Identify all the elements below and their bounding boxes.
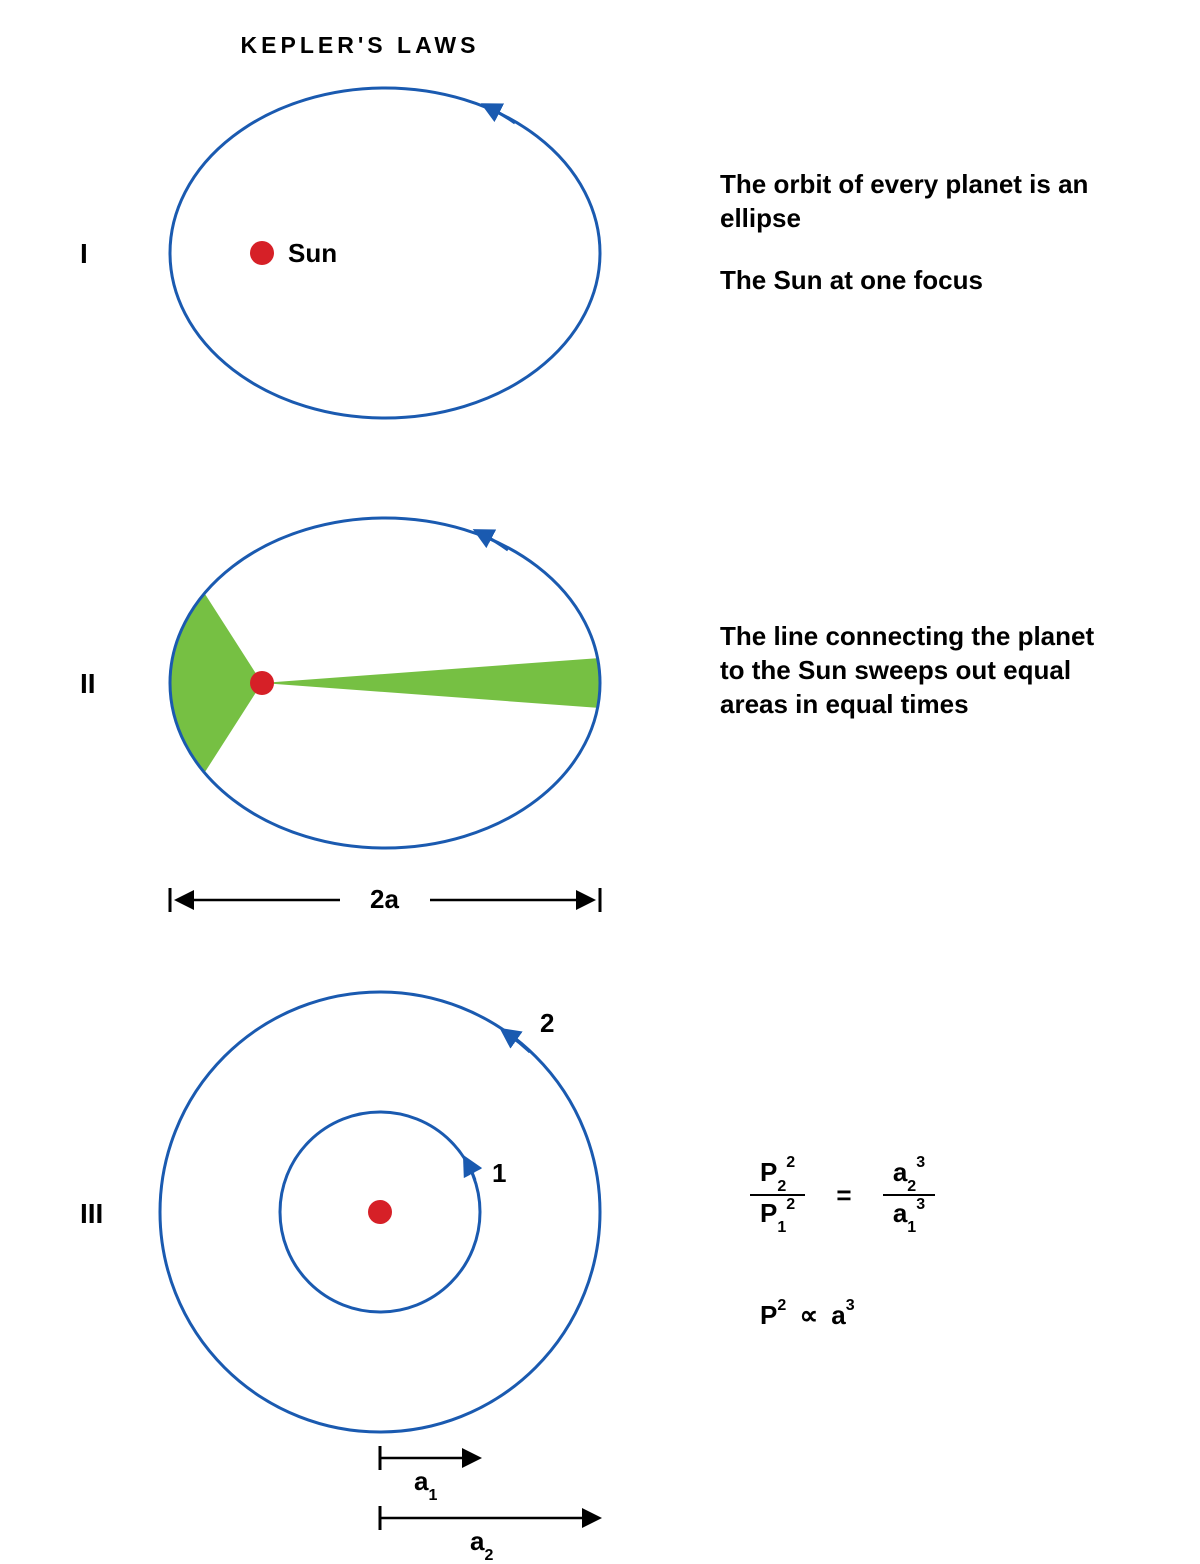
law2-diagram	[0, 490, 700, 930]
law1-description: The orbit of every planet is an ellipse …	[720, 168, 1120, 297]
law2-dim-label: 2a	[370, 884, 399, 915]
law2-area-right	[262, 658, 602, 708]
law1-desc-line1: The orbit of every planet is an ellipse	[720, 168, 1120, 236]
law2-description: The line connecting the planet to the Su…	[720, 620, 1120, 721]
law1-sun-label: Sun	[288, 238, 337, 269]
law3-formula-ratio: P22 P12 = a23 a13	[740, 1155, 945, 1235]
law3-diagram	[0, 970, 700, 1550]
law2-area-left	[101, 555, 262, 811]
law2-sun	[250, 671, 274, 695]
law1-orbit	[170, 88, 600, 418]
law1-sun	[250, 241, 274, 265]
law2-orbit-arrow	[482, 534, 508, 550]
law3-a1-label: a1	[414, 1466, 437, 1501]
law3-a2-label: a2	[470, 1526, 493, 1561]
law3-outer-label: 2	[540, 1008, 554, 1039]
law3-sun	[368, 1200, 392, 1224]
page-title: KEPLER'S LAWS	[0, 32, 720, 59]
law3-outer-arrow	[508, 1034, 530, 1052]
law3-inner-label: 1	[492, 1158, 506, 1189]
law1-desc-line2: The Sun at one focus	[720, 264, 1120, 298]
law3-inner-arrow	[468, 1164, 475, 1180]
law1-diagram	[0, 60, 700, 520]
law1-orbit-arrow	[490, 108, 515, 123]
law3-formula-proportional: P2 ∝ a3	[760, 1300, 855, 1331]
